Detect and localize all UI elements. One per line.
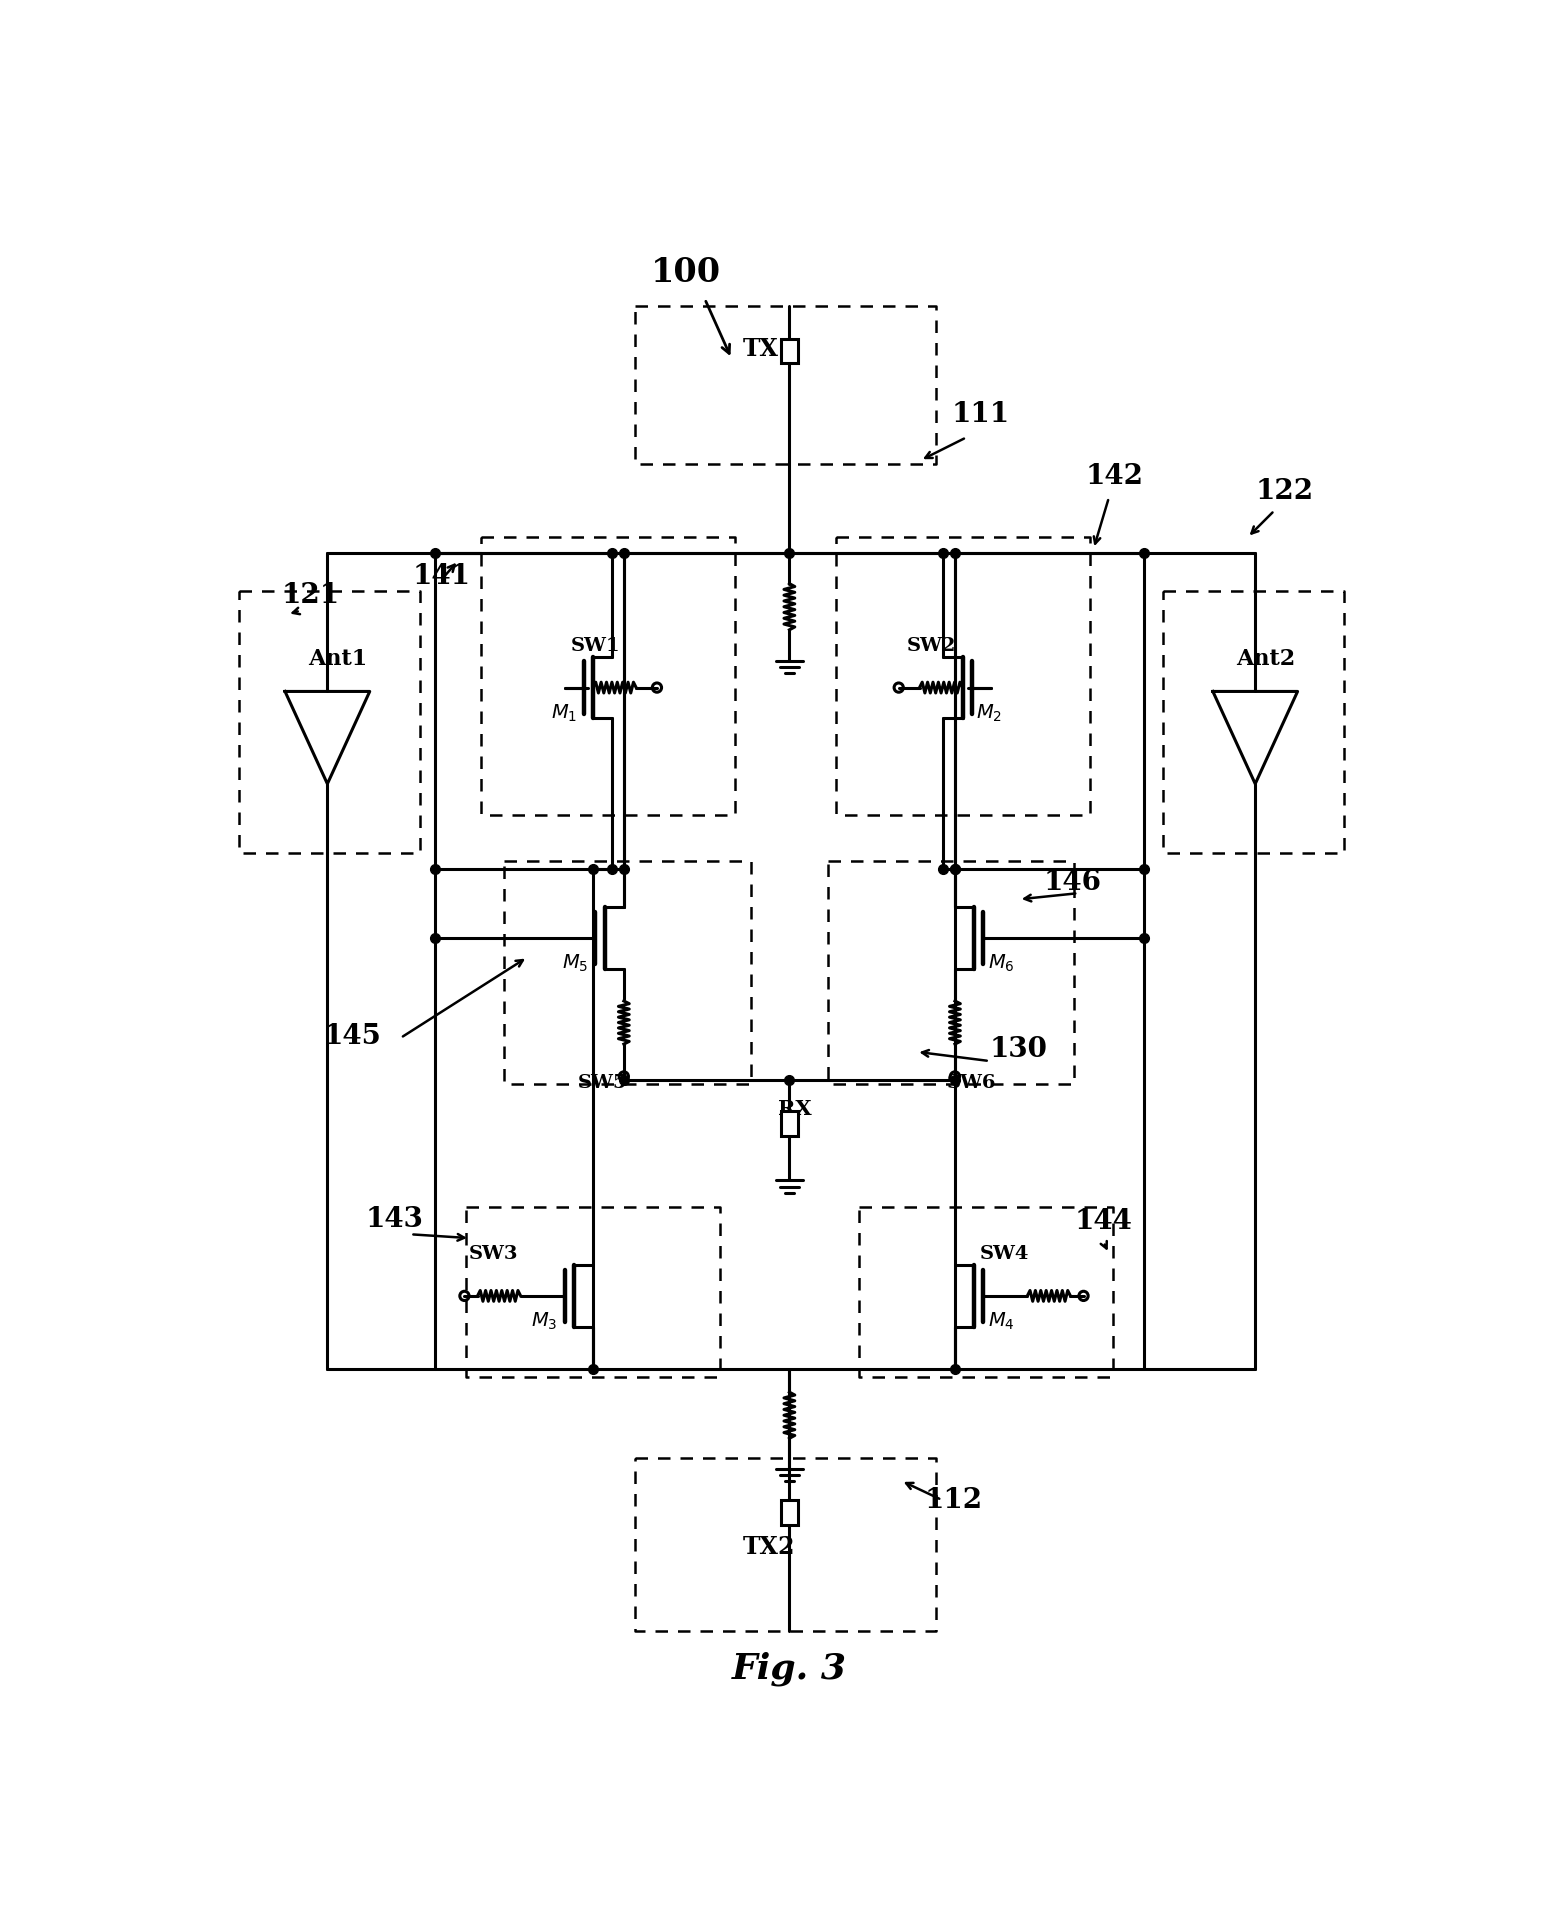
Text: 143: 143: [365, 1206, 424, 1233]
Text: SW1: SW1: [570, 637, 621, 654]
Text: RX: RX: [778, 1099, 812, 1119]
Text: 112: 112: [925, 1488, 982, 1514]
Text: 144: 144: [1074, 1208, 1133, 1235]
Bar: [781, 338, 798, 363]
Text: 111: 111: [951, 402, 1009, 428]
Text: $M_3$: $M_3$: [532, 1312, 558, 1333]
Text: 142: 142: [1086, 463, 1143, 489]
Text: 146: 146: [1043, 870, 1102, 897]
Text: SW5: SW5: [578, 1075, 627, 1092]
Text: 100: 100: [650, 256, 721, 289]
Text: $M_4$: $M_4$: [988, 1312, 1014, 1333]
Text: 130: 130: [989, 1036, 1048, 1063]
Text: Ant1: Ant1: [308, 648, 367, 671]
Text: TX1: TX1: [743, 338, 795, 361]
Text: $M_5$: $M_5$: [562, 952, 589, 973]
Text: SW6: SW6: [948, 1075, 997, 1092]
Text: SW2: SW2: [906, 637, 955, 654]
Text: Ant2: Ant2: [1236, 648, 1296, 671]
Text: SW3: SW3: [468, 1245, 518, 1264]
Text: 122: 122: [1256, 478, 1313, 505]
Text: 145: 145: [324, 1023, 382, 1050]
Text: 121: 121: [280, 581, 339, 608]
Text: SW4: SW4: [980, 1245, 1029, 1264]
Bar: [781, 1499, 798, 1524]
Text: $M_6$: $M_6$: [988, 952, 1014, 973]
Bar: [781, 1111, 798, 1136]
Text: $M_1$: $M_1$: [550, 702, 576, 723]
Text: $M_2$: $M_2$: [977, 702, 1003, 723]
Text: TX2: TX2: [743, 1535, 795, 1558]
Text: Fig. 3: Fig. 3: [732, 1652, 848, 1686]
Text: 141: 141: [411, 562, 470, 589]
